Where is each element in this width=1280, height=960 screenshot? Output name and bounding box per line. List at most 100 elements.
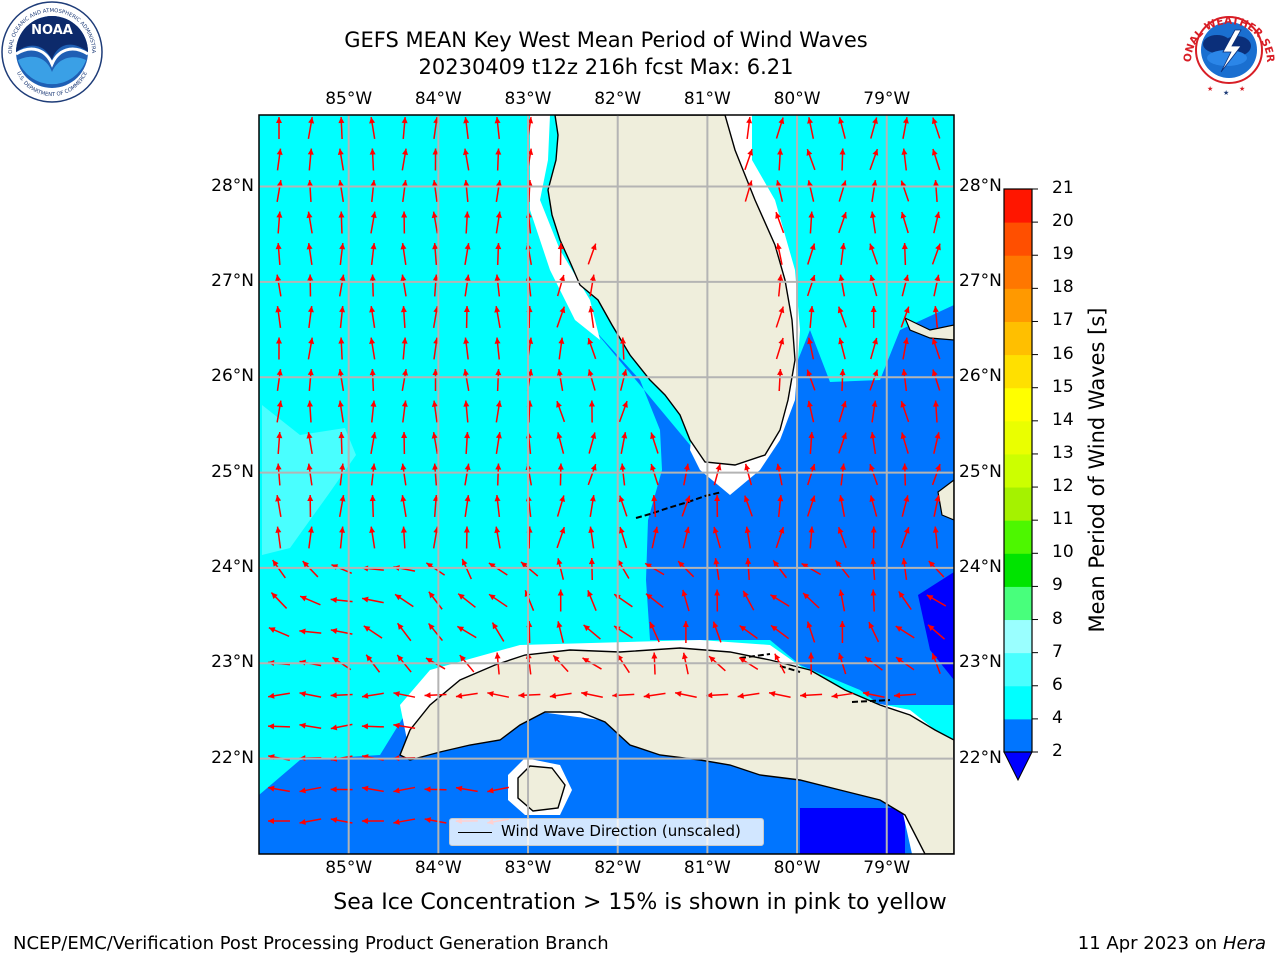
wave-direction-arrow (432, 463, 439, 486)
wave-direction-arrow (401, 431, 408, 455)
wave-direction-arrow (589, 274, 596, 297)
wave-direction-arrow (556, 274, 565, 297)
wave-direction-arrow (424, 692, 447, 699)
isle-of-youth (517, 765, 566, 812)
lat-tick-label-left: 24°N (211, 556, 254, 577)
footer-date-text: 11 Apr 2023 on (1077, 933, 1223, 954)
wave-direction-arrow (931, 243, 941, 265)
wave-direction-arrow (556, 369, 564, 391)
wave-direction-arrow (587, 369, 596, 391)
wave-direction-arrow (775, 211, 785, 234)
wave-direction-arrow (306, 463, 313, 486)
wave-direction-arrow (869, 432, 877, 454)
wave-direction-arrow (455, 692, 478, 699)
wave-direction-arrow (396, 622, 412, 642)
wave-direction-arrow (838, 211, 847, 234)
wave-direction-arrow (299, 722, 322, 730)
wave-direction-arrow (839, 368, 846, 392)
wave-direction-arrow (464, 495, 471, 517)
wave-direction-arrow (267, 723, 291, 730)
wave-direction-arrow (807, 180, 815, 202)
colorbar-tick-label: 10 (1052, 542, 1074, 563)
wave-direction-arrow (361, 596, 384, 604)
wave-direction-arrow (464, 431, 471, 455)
wave-direction-arrow (369, 306, 376, 328)
wave-direction-arrow (307, 368, 314, 392)
wave-direction-arrow (337, 148, 345, 171)
wave-direction-arrow (618, 400, 628, 423)
wave-direction-arrow (494, 494, 501, 518)
wave-direction-arrow (681, 495, 691, 517)
wave-direction-arrow (744, 180, 753, 202)
wave-direction-arrow (682, 526, 691, 549)
wave-direction-arrow (361, 818, 384, 825)
wave-direction-arrow (807, 117, 815, 139)
wave-direction-arrow (494, 337, 501, 360)
wave-direction-arrow (401, 337, 408, 360)
wave-direction-arrow (871, 180, 878, 202)
wave-direction-arrow (932, 526, 939, 549)
colorbar-segment (1004, 222, 1032, 256)
wave-direction-arrow (494, 116, 501, 140)
colorbar-tick-label: 16 (1052, 343, 1074, 364)
cuba-land (399, 647, 954, 854)
wave-direction-arrow (587, 337, 597, 360)
colorbar-tick-label: 6 (1052, 674, 1063, 695)
colorbar-segment (1004, 586, 1032, 621)
lat-tick-label-right: 27°N (959, 270, 1002, 291)
lon-tick-label-bottom: 84°W (414, 858, 462, 878)
wave-direction-arrow (901, 557, 908, 581)
footer-branch: NCEP/EMC/Verification Post Processing Pr… (13, 933, 609, 954)
colorbar-tick-label: 17 (1052, 310, 1074, 331)
wave-direction-arrow (337, 369, 345, 391)
wave-direction-arrow (369, 526, 376, 549)
wave-direction-arrow (302, 560, 319, 578)
lat-tick-label-right: 25°N (959, 461, 1002, 482)
wave-direction-arrow (619, 369, 628, 391)
wave-direction-arrow (617, 559, 630, 579)
wave-direction-arrow (806, 495, 816, 517)
wave-direction-arrow (306, 400, 313, 423)
wave-direction-arrow (932, 400, 939, 423)
wave-direction-arrow (928, 560, 945, 578)
wave-direction-arrow (276, 369, 283, 391)
wave-direction-arrow (801, 562, 822, 576)
colorbar-segment (1004, 321, 1032, 356)
lat-tick-label-left: 25°N (211, 461, 254, 482)
wave-direction-arrow (370, 179, 377, 203)
colorbar-tick-label: 14 (1052, 409, 1074, 430)
chart-title: GEFS MEAN Key West Mean Period of Wind W… (344, 28, 868, 52)
wave-direction-arrow (424, 786, 447, 793)
wave-direction-arrow (893, 692, 917, 699)
wave-direction-arrow (339, 526, 346, 549)
wave-direction-arrow (488, 562, 508, 576)
wave-direction-arrow (900, 306, 910, 328)
wave-direction-arrow (338, 495, 346, 517)
wave-direction-arrow (337, 180, 345, 202)
lat-tick-label-right: 22°N (959, 747, 1002, 768)
wave-direction-arrow (895, 625, 915, 639)
colorbar-frame (1003, 188, 1033, 753)
wave-direction-arrow (900, 526, 910, 549)
wave-direction-arrow (299, 595, 321, 606)
wave-direction-arrow (744, 463, 753, 486)
colorbar-segment (1004, 255, 1032, 289)
wave-direction-arrow (806, 274, 816, 297)
wave-direction-arrow (777, 494, 784, 518)
lat-tick-label-left: 28°N (211, 175, 254, 196)
wave-direction-arrow (837, 526, 847, 549)
lon-tick-label-bottom: 82°W (594, 858, 642, 878)
wave-direction-arrow (806, 148, 816, 171)
wave-direction-arrow (337, 400, 345, 423)
wave-direction-arrow (677, 560, 695, 578)
wave-direction-arrow (581, 691, 603, 698)
wave-direction-arrow (869, 148, 879, 171)
wave-direction-arrow (424, 817, 447, 824)
wave-direction-arrow (650, 432, 659, 454)
wave-direction-arrow (464, 463, 471, 486)
wave-direction-arrow (775, 463, 783, 486)
wave-direction-arrow (494, 306, 501, 328)
wave-direction-arrow (901, 148, 908, 171)
wave-direction-arrow (400, 463, 407, 486)
noaa-logo: NOAA NATIONAL OCEANIC AND ATMOSPHERIC AD… (0, 0, 104, 104)
